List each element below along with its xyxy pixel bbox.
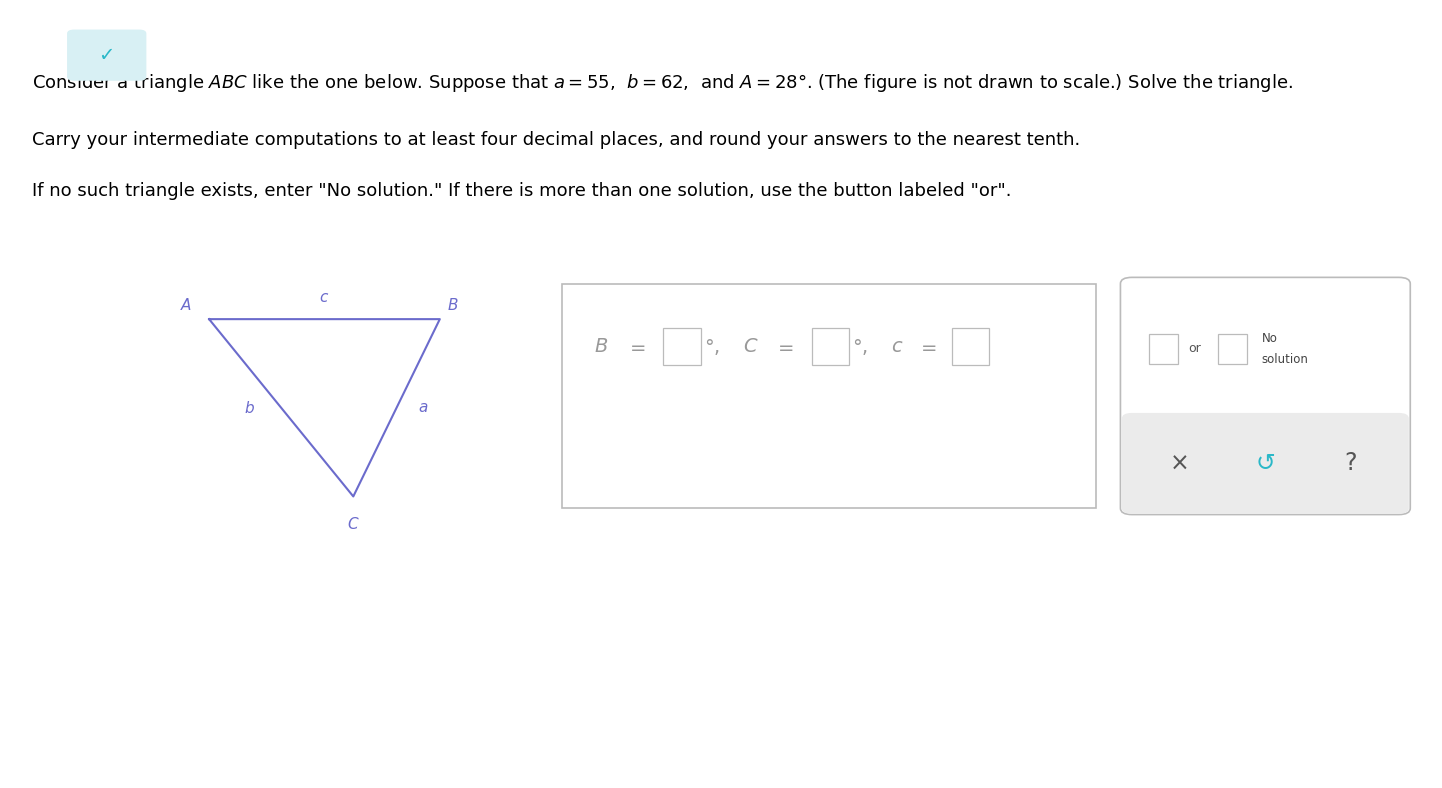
Text: ×: ×: [1169, 452, 1190, 475]
Text: $\mathit{B}$: $\mathit{B}$: [594, 337, 609, 356]
FancyBboxPatch shape: [66, 29, 147, 81]
Text: or: or: [1188, 342, 1201, 355]
Text: ?: ?: [1344, 452, 1357, 475]
Text: Consider a triangle $\mathit{ABC}$ like the one below. Suppose that $a = 55$,  $: Consider a triangle $\mathit{ABC}$ like …: [32, 72, 1292, 94]
Text: solution: solution: [1262, 352, 1309, 366]
FancyBboxPatch shape: [812, 328, 849, 366]
Text: $°,$: $°,$: [852, 336, 868, 356]
Text: $\mathit{b}$: $\mathit{b}$: [244, 400, 255, 416]
Text: $\mathit{a}$: $\mathit{a}$: [418, 400, 428, 415]
Text: $=$: $=$: [917, 337, 937, 356]
FancyBboxPatch shape: [952, 328, 989, 366]
FancyBboxPatch shape: [663, 328, 701, 366]
FancyBboxPatch shape: [1149, 334, 1178, 364]
Text: No: No: [1262, 332, 1278, 345]
Text: $\mathit{A}$: $\mathit{A}$: [180, 297, 192, 313]
Text: $\mathit{c}$: $\mathit{c}$: [319, 290, 330, 305]
Text: $\mathit{c}$: $\mathit{c}$: [891, 337, 904, 356]
Text: $°,$: $°,$: [704, 336, 720, 356]
Text: $\mathit{B}$: $\mathit{B}$: [447, 297, 459, 313]
Text: $\mathit{C}$: $\mathit{C}$: [348, 516, 359, 532]
Text: ✓: ✓: [98, 46, 115, 65]
Text: Carry your intermediate computations to at least four decimal places, and round : Carry your intermediate computations to …: [32, 132, 1080, 149]
Text: If no such triangle exists, enter "No solution." If there is more than one solut: If no such triangle exists, enter "No so…: [32, 182, 1011, 199]
Text: ↺: ↺: [1256, 452, 1275, 475]
FancyBboxPatch shape: [1122, 413, 1409, 514]
Text: $=$: $=$: [774, 337, 795, 356]
Text: $\mathit{C}$: $\mathit{C}$: [743, 337, 758, 356]
Text: $=$: $=$: [626, 337, 646, 356]
FancyBboxPatch shape: [562, 284, 1096, 508]
FancyBboxPatch shape: [1120, 277, 1410, 515]
FancyBboxPatch shape: [1218, 334, 1247, 364]
